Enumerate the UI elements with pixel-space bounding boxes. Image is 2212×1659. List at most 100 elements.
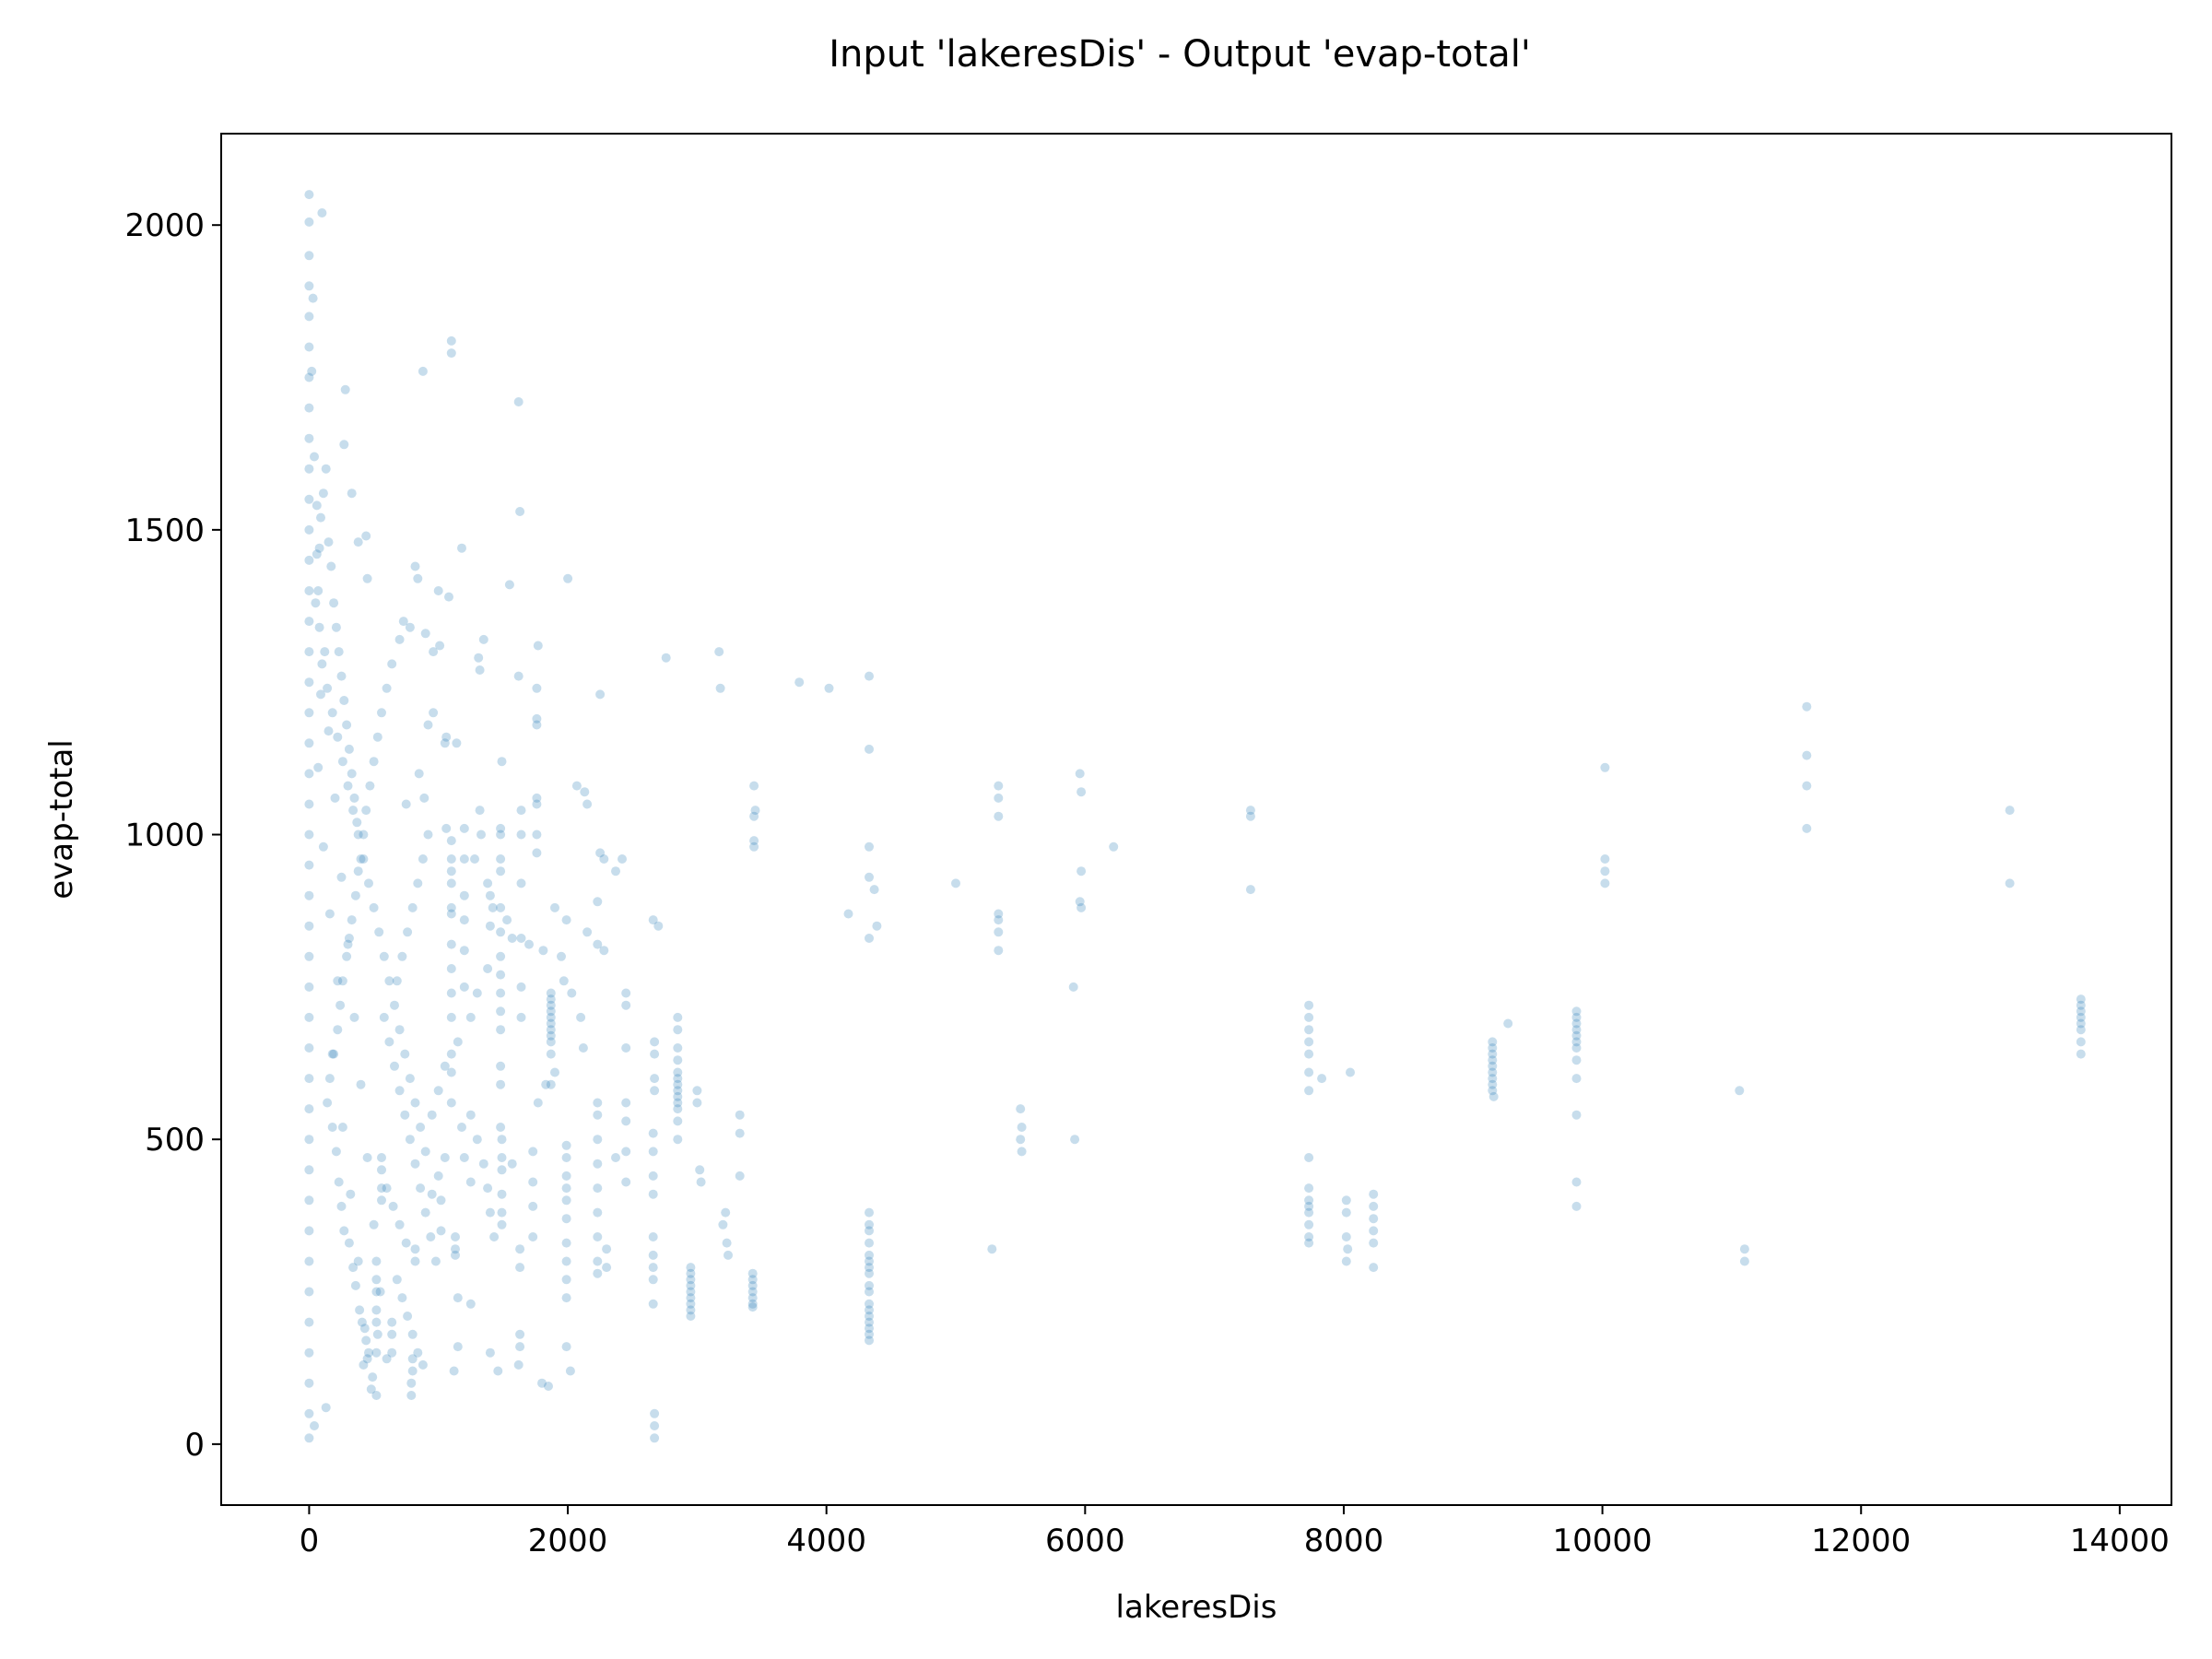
data-point <box>362 573 372 583</box>
plot-area-frame <box>220 133 2172 1506</box>
data-point <box>420 1207 430 1218</box>
data-point <box>403 927 413 937</box>
data-point <box>348 1263 359 1273</box>
data-point <box>541 1079 551 1089</box>
data-point <box>371 1305 382 1315</box>
data-point <box>304 1043 314 1053</box>
data-point <box>496 1025 506 1035</box>
data-point <box>459 854 469 864</box>
data-point <box>650 1433 660 1443</box>
data-point <box>561 1275 571 1285</box>
data-point <box>865 1250 874 1260</box>
data-point <box>472 1135 482 1145</box>
data-point <box>546 1012 556 1022</box>
data-point <box>407 1354 418 1364</box>
data-point <box>304 372 314 382</box>
data-point <box>390 1000 399 1010</box>
data-point <box>353 1256 363 1266</box>
data-point <box>331 1147 341 1157</box>
data-point <box>496 902 506 912</box>
data-point <box>621 1177 631 1187</box>
data-point <box>546 1030 556 1041</box>
data-point <box>304 1287 314 1297</box>
data-point <box>312 500 322 511</box>
data-point <box>865 1324 874 1334</box>
data-point <box>441 732 452 742</box>
data-point <box>2005 878 2015 888</box>
data-point <box>446 854 456 864</box>
data-point <box>413 573 423 583</box>
data-point <box>465 1177 476 1187</box>
data-point <box>400 1110 410 1120</box>
data-point <box>2076 1000 2086 1010</box>
data-point <box>316 689 325 700</box>
data-point <box>359 1359 369 1370</box>
data-point <box>599 946 609 956</box>
data-point <box>1802 781 1812 791</box>
data-point <box>324 1074 335 1084</box>
data-point <box>621 1043 631 1053</box>
data-point <box>304 708 314 718</box>
data-point <box>364 1347 373 1358</box>
data-point <box>497 1189 507 1199</box>
data-point <box>324 726 334 736</box>
data-point <box>714 647 724 657</box>
data-point <box>304 433 314 443</box>
data-point <box>406 1391 417 1400</box>
y-axis-ticks: 0 500 1000 1500 2000 <box>124 207 221 1464</box>
x-tick-label: 10000 <box>1553 1523 1653 1559</box>
data-point <box>410 1244 420 1254</box>
data-point <box>496 970 506 980</box>
data-point <box>1571 1037 1582 1047</box>
data-point <box>361 1335 371 1346</box>
data-point <box>333 732 343 742</box>
data-point <box>318 488 328 499</box>
data-point <box>1571 1110 1582 1120</box>
data-point <box>532 713 542 724</box>
data-point <box>747 1293 758 1303</box>
data-point <box>327 708 337 718</box>
data-point <box>673 1098 683 1108</box>
data-point <box>648 1263 658 1273</box>
data-point <box>561 915 571 925</box>
data-point <box>516 878 526 888</box>
data-point <box>749 811 759 821</box>
y-tick-label: 1500 <box>124 512 205 549</box>
data-point <box>304 1347 314 1358</box>
data-point <box>1571 1018 1582 1029</box>
data-point <box>515 507 525 516</box>
data-point <box>653 921 664 931</box>
data-point <box>433 1086 443 1096</box>
data-point <box>695 1165 705 1175</box>
data-point <box>515 1244 525 1254</box>
data-point <box>339 1226 349 1236</box>
data-point <box>559 976 569 986</box>
data-point <box>387 1347 397 1358</box>
data-point <box>650 1408 660 1418</box>
data-point <box>749 836 759 846</box>
data-point <box>593 1098 603 1108</box>
data-point <box>1503 1018 1513 1029</box>
data-point <box>561 1342 571 1352</box>
data-point <box>865 1305 874 1315</box>
data-point <box>407 902 418 912</box>
x-axis-title: lakeresDis <box>1116 1589 1277 1626</box>
data-point <box>1571 1201 1582 1211</box>
data-point <box>410 1256 420 1266</box>
data-point <box>524 939 534 949</box>
data-point <box>497 1135 507 1145</box>
data-point <box>496 1079 506 1089</box>
data-point <box>423 830 433 840</box>
data-point <box>435 641 445 651</box>
data-point <box>824 683 834 693</box>
data-point <box>561 1195 571 1206</box>
data-point <box>673 1025 683 1035</box>
data-point <box>304 1378 314 1388</box>
data-point <box>1600 878 1610 888</box>
data-point <box>314 543 324 553</box>
data-point <box>371 1347 382 1358</box>
data-point <box>446 878 456 888</box>
data-point <box>865 1268 874 1278</box>
data-point <box>497 757 507 767</box>
data-point <box>420 629 430 639</box>
